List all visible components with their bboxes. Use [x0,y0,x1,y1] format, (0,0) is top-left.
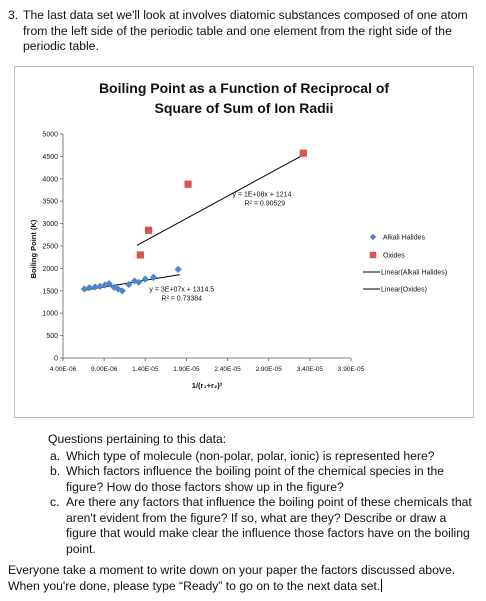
y-tick-label: 0 [54,356,58,363]
x-tick-label: 2.90E-05 [256,366,283,373]
x-tick-label: 4.00E-06 [50,366,77,373]
question-b-text: Which factors influence the boiling poin… [66,464,445,494]
question-number: 3. [8,8,19,22]
chart-title-line1: Boiling Point as a Function of Reciproca… [99,80,389,96]
alkali-halide-point [125,280,133,289]
question-letter: c. [50,495,60,509]
oxide-point [136,251,144,259]
alkali-halide-point [91,283,99,291]
trendline-equation: y = 1E+08x + 1214 [233,191,292,198]
y-tick-label: 2000 [42,266,58,273]
alkali-halide-point [118,287,126,295]
legend-label: Alkali Halides [383,235,426,242]
x-tick-label: 9.00E-06 [91,366,118,373]
axes: 0 500 1000 1500 2000 2500 3000 3500 4000 4500 5000… [42,132,364,374]
oxide-point [299,149,307,157]
question-c: c. Are there any factors that influence … [48,495,478,557]
chart-container: Boiling Point as a Function of Reciproca… [14,66,474,418]
y-tick-label: 1000 [42,311,58,318]
trendlines [84,154,304,291]
y-tick-label: 500 [46,333,58,340]
oxide-point [144,226,153,234]
question-letter: b. [50,464,61,478]
oxide-point [184,180,192,188]
y-tick-label: 2500 [42,244,58,251]
alkali-halide-point [96,282,104,290]
questions-section: Questions pertaining to this data: a. Wh… [48,432,478,557]
trendline [136,154,304,246]
question-letter: a. [50,448,61,463]
x-tick-label: 1.40E-05 [132,366,159,373]
text-cursor [381,578,383,592]
x-tick-label: 1.90E-05 [173,366,200,373]
question-a: a. Which type of molecule (non-polar, po… [48,449,478,465]
alkali-halide-point [141,275,149,283]
question-3-text: The last data set we'll look at involves… [23,8,468,53]
chart-title-line2: Square of Sum of Ion Radii [155,100,334,116]
legend-label: Oxides [383,253,405,260]
boiling-point-chart: Boiling Point as a Function of Reciproca… [29,80,447,390]
x-tick-label: 2.40E-05 [214,366,241,373]
alkali-halide-point [85,284,93,292]
y-tick-label: 4500 [42,154,58,161]
legend-label: Linear(Alkali Halides) [381,270,447,277]
closing-instructions: Everyone take a moment to write down on … [8,563,478,594]
closing-text: Everyone take a moment to write down on … [8,563,456,593]
y-tick-label: 3000 [42,221,58,228]
question-c-text: Are there any factors that influence the… [66,495,472,556]
alkali-halide-point [114,285,122,293]
alkali-halide-point [149,273,158,281]
question-3: 3. The last data set we'll look at invol… [8,8,478,55]
legend-label: Linear(Oxides) [381,287,427,294]
y-tick-label: 1500 [42,288,58,295]
legend-oxide-marker [369,251,377,259]
chart-legend: Alkali Halides Oxides Linear(Alkali Halide… [363,233,447,294]
question-b: b. Which factors influence the boiling p… [48,464,478,495]
y-tick-label: 5000 [42,132,58,139]
y-tick-label: 4000 [42,176,58,183]
questions-heading: Questions pertaining to this data: [48,432,227,446]
y-axis-label: Boiling Point (K) [29,219,38,278]
legend-alkali-marker [369,233,377,241]
x-tick-label: 3.40E-05 [297,366,324,373]
alkali-halide-point [174,265,182,273]
trendline-labels: y = 3E+07x + 1314.5 R² = 0.73384 y = 1E+08… [149,191,291,302]
y-tick-label: 3500 [42,199,58,206]
trendline-r-squared: R² = 0.73384 [161,296,202,303]
x-tick-label: 3.90E-05 [338,366,365,373]
trendline-r-squared: R² = 0.90529 [245,200,286,207]
question-a-text: Which type of molecule (non-polar, polar… [66,448,435,463]
x-axis-label: 1/(r₁+r₂)² [192,381,223,390]
alkali-halide-point [101,281,109,289]
trendline-equation: y = 3E+07x + 1314.5 [149,287,214,294]
